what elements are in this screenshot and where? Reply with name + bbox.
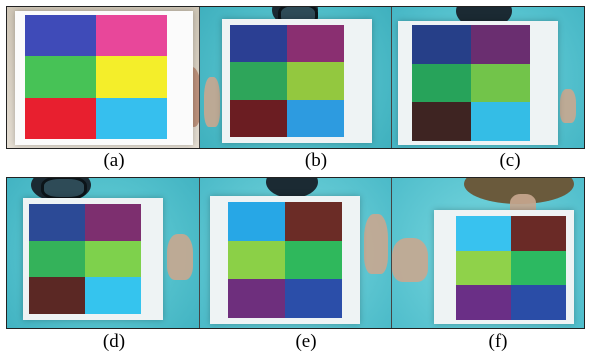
color-grid — [227, 202, 342, 318]
panel-label-e: (e) — [295, 331, 317, 352]
color-grid — [456, 216, 567, 320]
diving-mask — [41, 178, 87, 200]
color-patch — [471, 102, 531, 141]
color-patch — [229, 25, 287, 63]
color-patch — [286, 25, 344, 63]
color-chart-sheet — [23, 198, 163, 320]
color-patch — [284, 240, 342, 280]
color-patch — [85, 240, 141, 278]
panel-label-f: (f) — [488, 331, 508, 352]
color-patch — [511, 285, 567, 320]
color-grid — [412, 25, 531, 141]
hand — [560, 89, 577, 123]
diver-head — [265, 178, 318, 198]
color-patch — [229, 99, 287, 137]
panel-label-d: (d) — [102, 331, 126, 352]
color-chart-sheet — [221, 19, 372, 143]
color-patch — [286, 62, 344, 100]
color-patch — [471, 63, 531, 103]
panel-label-a: (a) — [103, 150, 125, 171]
hand — [203, 77, 220, 127]
photo-panel-f — [392, 178, 584, 328]
color-patch — [29, 204, 85, 241]
color-chart-sheet — [398, 21, 559, 145]
color-patch — [227, 202, 285, 241]
color-patch — [456, 250, 512, 286]
color-patch — [227, 240, 285, 280]
color-patch — [85, 277, 141, 314]
figure-row-bottom — [6, 177, 585, 329]
color-patch — [96, 97, 167, 139]
color-patch — [456, 216, 512, 251]
photo-panel-d — [7, 178, 200, 328]
color-patch — [85, 204, 141, 241]
color-grid — [29, 204, 141, 314]
color-patch — [284, 202, 342, 241]
color-patch — [96, 56, 167, 98]
color-patch — [25, 56, 96, 98]
color-patch — [412, 102, 472, 141]
photo-panel-e — [199, 178, 393, 328]
color-patch — [284, 279, 342, 318]
color-patch — [412, 25, 472, 64]
photo-panel-c — [392, 7, 584, 148]
color-chart-sheet — [15, 11, 193, 145]
color-chart-sheet — [209, 196, 360, 324]
color-patch — [412, 63, 472, 103]
color-grid — [25, 15, 167, 139]
color-patch — [227, 279, 285, 318]
figure-row-top — [6, 6, 585, 149]
color-patch — [456, 285, 512, 320]
color-chart-sheet — [434, 210, 575, 324]
color-patch — [471, 25, 531, 64]
photo-panel-a — [7, 7, 200, 148]
color-grid — [229, 25, 344, 137]
color-patch — [511, 216, 567, 251]
panel-label-c: (c) — [499, 150, 521, 171]
color-patch — [29, 277, 85, 314]
hand — [392, 238, 429, 282]
color-patch — [25, 15, 96, 57]
panel-label-b: (b) — [304, 150, 328, 171]
color-patch — [286, 99, 344, 137]
color-patch — [29, 240, 85, 278]
photo-panel-b — [199, 7, 393, 148]
hand — [363, 214, 388, 274]
color-patch — [96, 15, 167, 57]
color-patch — [229, 62, 287, 100]
hand — [167, 234, 193, 280]
color-patch — [25, 97, 96, 139]
color-patch — [511, 250, 567, 286]
